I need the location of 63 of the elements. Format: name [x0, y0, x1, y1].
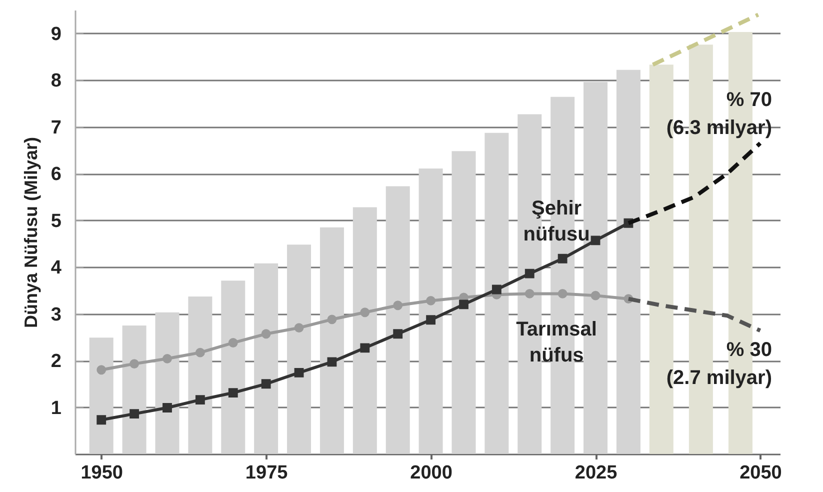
- point: [96, 365, 106, 375]
- bar: [386, 186, 410, 454]
- point: [195, 348, 205, 358]
- point: [393, 329, 403, 339]
- bar: [287, 244, 312, 454]
- point: [130, 359, 140, 368]
- point: [558, 254, 568, 264]
- y-tick-label: 1: [50, 398, 62, 419]
- annotation: % 70 (6.3 milyar): [666, 89, 772, 139]
- point: [261, 379, 271, 389]
- bar: [89, 338, 114, 454]
- y-tick-label: 4: [50, 258, 62, 279]
- bar: [155, 312, 180, 454]
- series-label: Tarımsal nüfus: [516, 318, 597, 367]
- x-tick-label: 1950: [80, 462, 123, 484]
- bar: [484, 132, 509, 454]
- point: [426, 315, 436, 325]
- bar: [122, 325, 146, 454]
- point: [228, 388, 238, 398]
- x-tick-label: 2000: [410, 462, 452, 484]
- point: [327, 357, 337, 367]
- y-tick-label: 9: [50, 24, 62, 45]
- point: [590, 236, 600, 246]
- point: [228, 338, 238, 348]
- point: [327, 314, 337, 324]
- point: [459, 300, 468, 310]
- point: [590, 290, 600, 300]
- y-axis-title: Dünya Nüfusu (Milyar): [20, 136, 41, 328]
- bar: [352, 207, 377, 454]
- point: [426, 296, 436, 306]
- bar: [188, 296, 212, 454]
- x-tick-label: 2050: [740, 462, 782, 484]
- x-tick-label: 2025: [574, 462, 618, 484]
- point: [492, 284, 502, 294]
- point: [360, 343, 370, 353]
- point: [130, 409, 140, 419]
- y-tick-label: 7: [50, 117, 62, 138]
- bar: [452, 151, 476, 454]
- y-tick-label: 2: [50, 351, 62, 372]
- point: [524, 288, 534, 298]
- bar: [254, 263, 278, 454]
- y-tick-label: 8: [50, 70, 62, 92]
- point: [96, 415, 106, 425]
- y-tick-label: 3: [50, 304, 62, 326]
- point: [360, 308, 370, 318]
- point: [393, 300, 403, 310]
- point: [162, 403, 172, 412]
- series-label: Şehir nüfusu: [523, 198, 590, 246]
- bar: [418, 168, 443, 454]
- bar: [320, 227, 344, 454]
- bar: [221, 280, 246, 454]
- point: [524, 268, 534, 278]
- annotation: % 30 (2.7 milyar): [666, 339, 772, 389]
- x-tick-label: 1975: [245, 462, 288, 484]
- bar: [616, 70, 640, 454]
- point: [294, 323, 304, 333]
- point: [294, 368, 304, 378]
- point: [162, 354, 172, 364]
- y-tick-label: 6: [50, 164, 62, 186]
- y-tick-label: 5: [50, 210, 62, 232]
- point: [261, 329, 271, 339]
- point: [558, 288, 568, 298]
- point: [195, 395, 205, 404]
